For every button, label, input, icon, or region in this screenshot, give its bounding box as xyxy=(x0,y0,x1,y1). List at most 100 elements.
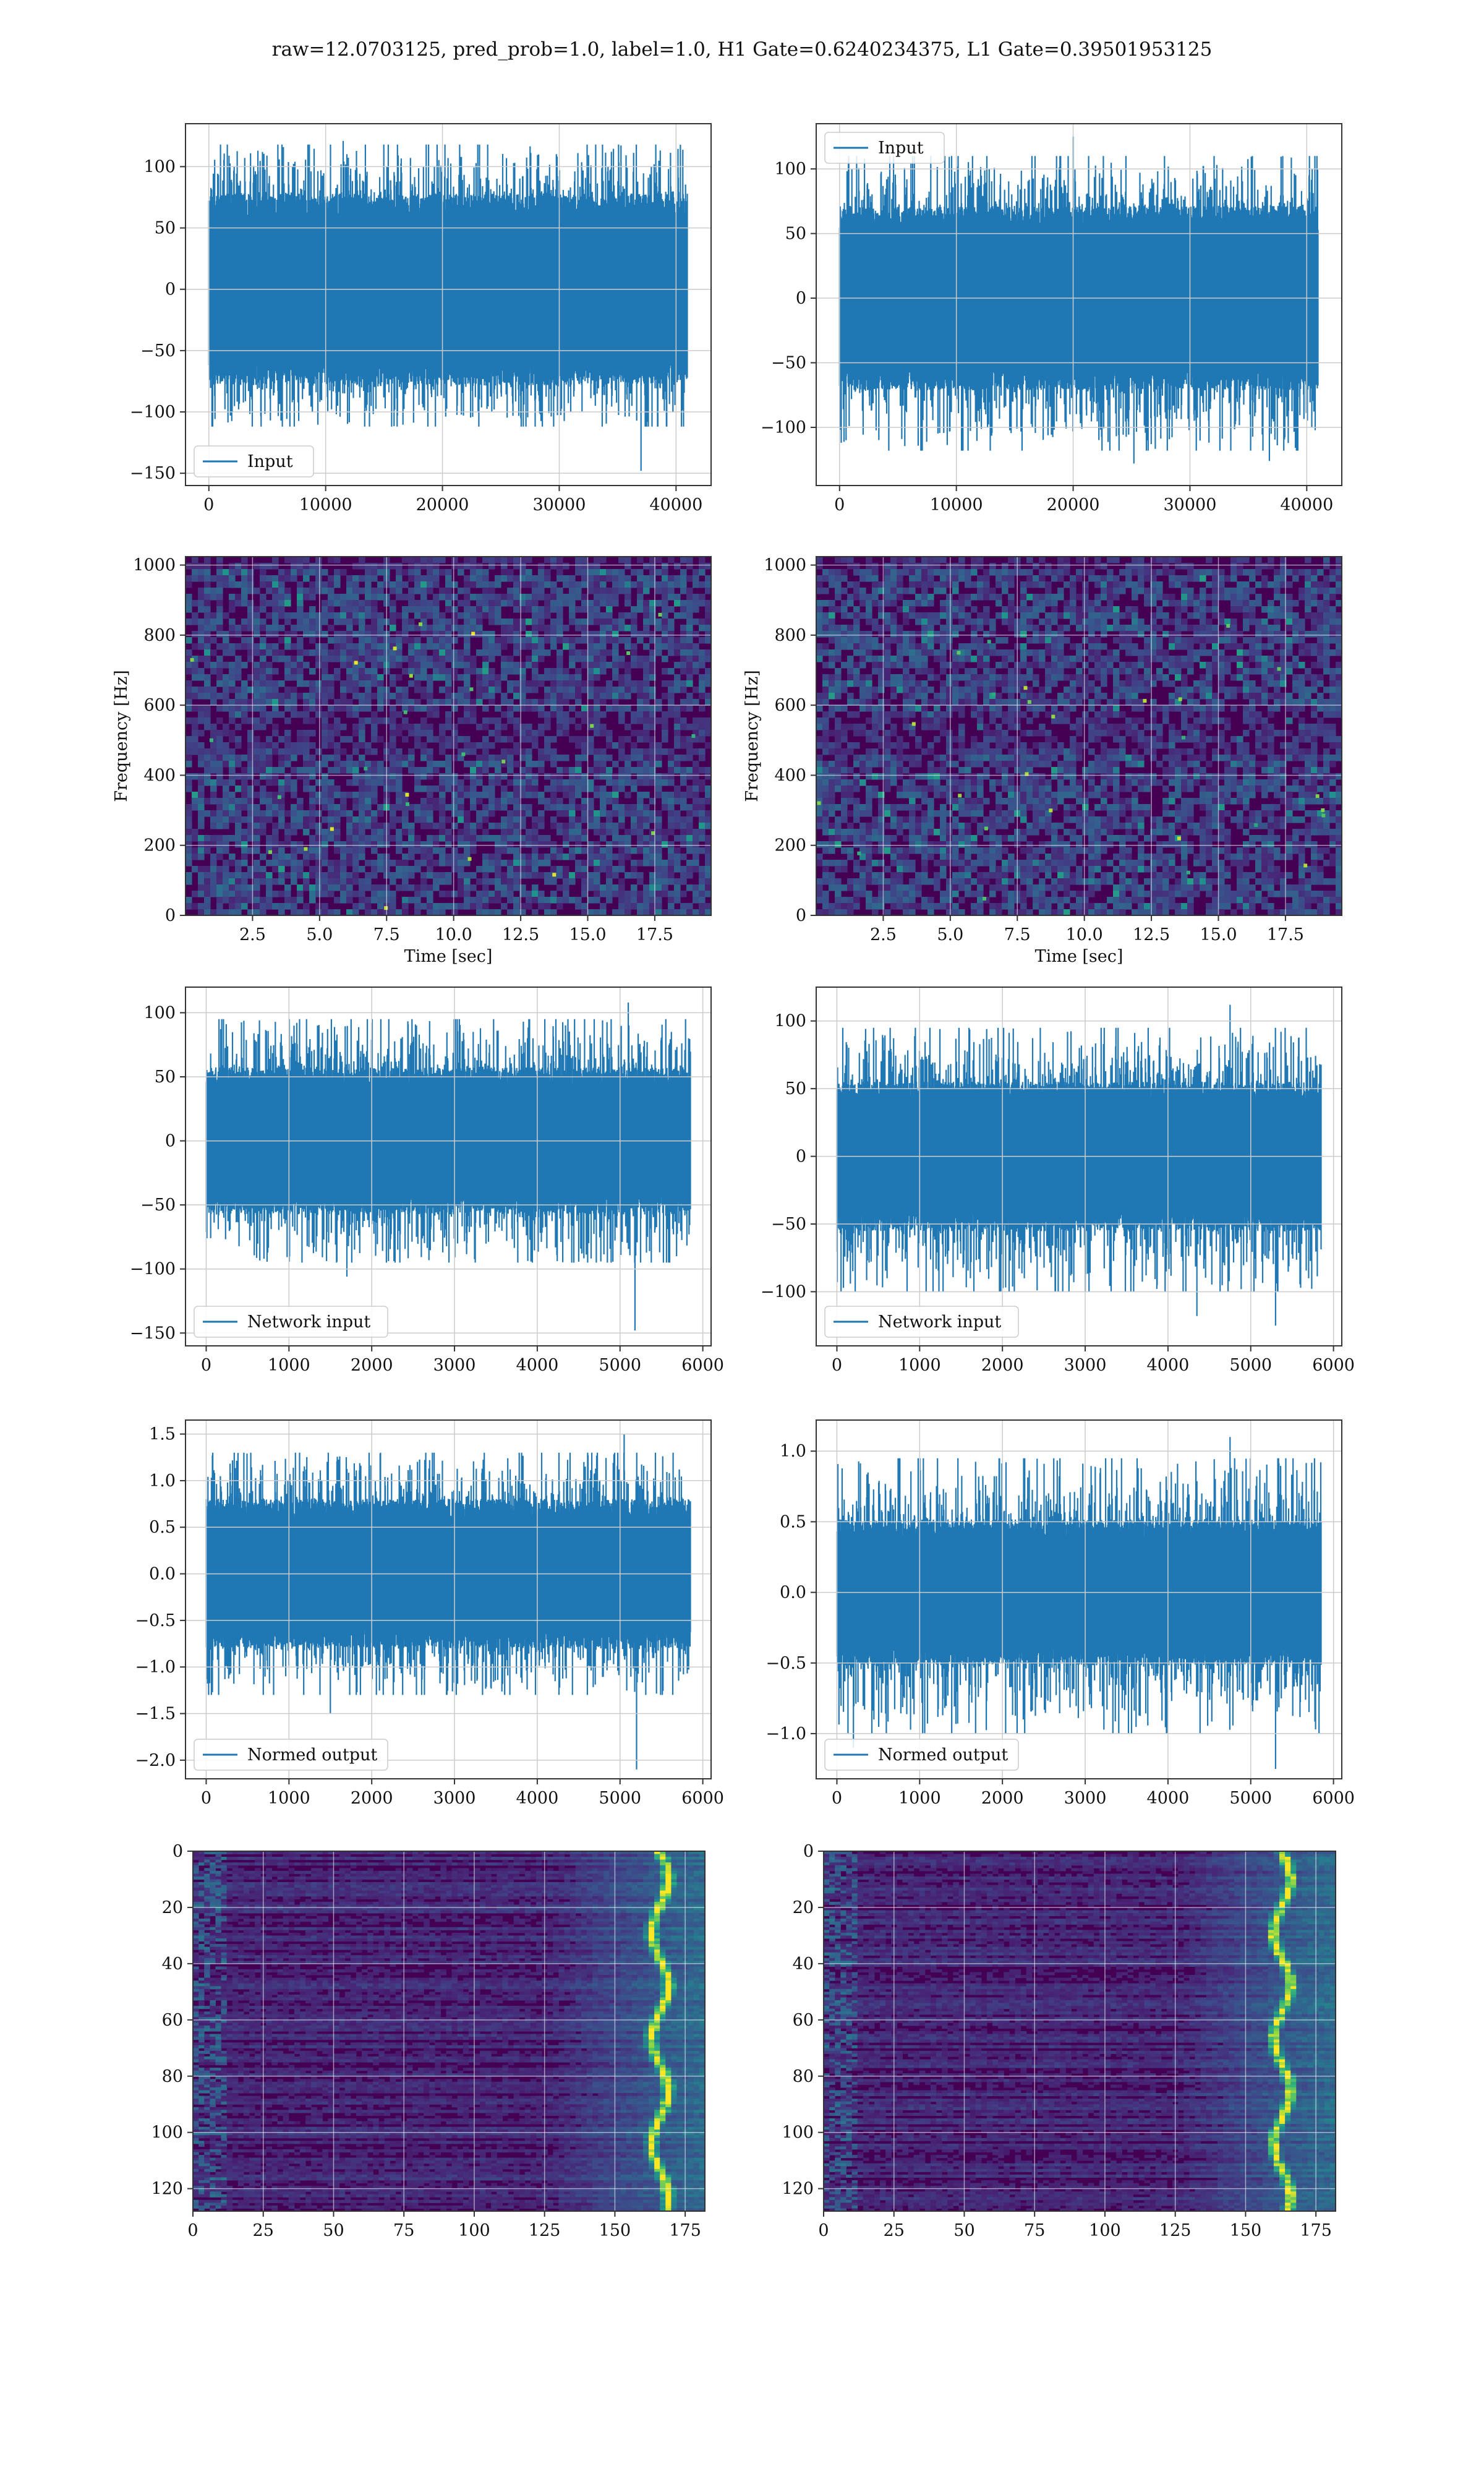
h1-spectrogram-cell xyxy=(408,643,415,650)
h1-spectrogram-cell xyxy=(569,680,576,687)
l1-spectrogram-cell xyxy=(989,699,996,706)
h1-spectrogram-cell xyxy=(587,588,594,594)
h1-spectrogram-cell xyxy=(371,643,378,650)
h1-spectrogram-cell xyxy=(309,785,316,792)
h1-spectrogram-cell xyxy=(538,724,545,730)
l1-spectrogram-cell xyxy=(878,643,885,650)
h1-spectrogram-cell xyxy=(649,674,656,681)
h1-spectrogram-cell xyxy=(612,687,619,693)
h1-spectrogram-cell xyxy=(427,761,433,768)
h1-spectrogram-cell xyxy=(575,860,582,867)
h1-spectrogram-cell xyxy=(482,693,489,700)
h1-spectrogram-cell xyxy=(538,798,545,805)
h1-spectrogram-cell xyxy=(247,804,254,811)
h1-spectrogram-cell xyxy=(501,643,508,650)
h1-spectrogram-cell xyxy=(464,575,471,582)
h1-spectrogram-cell xyxy=(315,581,322,588)
h1-spectrogram-cell xyxy=(284,674,291,681)
h1-spectrogram-cell xyxy=(396,816,403,823)
l1-spectrogram-cell xyxy=(878,897,885,904)
h1-spectrogram-cell xyxy=(544,773,551,780)
h1-spectrogram-cell xyxy=(600,748,607,755)
h1-spectrogram-cell xyxy=(241,792,248,798)
h1-spectrogram-cell xyxy=(223,662,229,669)
l1-spectrogram-cell xyxy=(1002,588,1009,594)
h1-spectrogram-cell xyxy=(284,748,291,755)
l1-spectrogram-cell xyxy=(835,835,842,842)
h1-spectrogram-cell xyxy=(643,903,650,910)
l1-spectrogram-cell xyxy=(971,773,978,780)
h1-spectrogram-cell xyxy=(526,810,532,817)
l1-spectrogram-cell xyxy=(847,897,854,904)
l1-spectrogram-cell xyxy=(983,705,990,712)
l1-spectrogram-cell xyxy=(1002,761,1009,768)
h1-spectrogram-cell xyxy=(309,854,316,860)
h1-spectrogram-cell xyxy=(420,618,427,625)
h1-spectrogram-cell xyxy=(291,711,297,718)
h1-spectrogram-cell xyxy=(606,823,613,829)
l1-spectrogram-cell xyxy=(890,823,897,829)
l1-spectrogram-cell xyxy=(952,631,959,638)
l1-spectrogram-cell xyxy=(952,860,959,867)
h1-spectrogram-cell xyxy=(427,699,433,706)
h1-spectrogram-cell xyxy=(488,730,495,737)
l1-spectrogram-cell xyxy=(1002,810,1009,817)
l1-spectrogram-cell xyxy=(927,631,934,638)
h1-spectrogram-cell xyxy=(309,612,316,619)
l1-spectrogram-cell xyxy=(903,711,910,718)
h1-spectrogram-cell xyxy=(278,748,285,755)
l1-spectrogram-cell xyxy=(915,903,922,910)
h1-spectrogram-cell xyxy=(408,854,415,860)
h1-spectrogram-cell xyxy=(297,618,304,625)
h1-spectrogram-cell xyxy=(192,748,198,755)
h1-spectrogram-cell xyxy=(322,755,328,761)
l1-spectrogram-cell xyxy=(946,730,953,737)
l1-spectrogram-cell xyxy=(822,909,829,916)
h1-spectrogram-cell xyxy=(600,575,607,582)
h1-spectrogram-cell xyxy=(322,687,328,693)
h1-spectrogram-cell xyxy=(618,755,625,761)
h1-spectrogram-cell xyxy=(705,606,712,613)
l1-spectrogram-cell xyxy=(965,693,971,700)
h1-spectrogram-cell xyxy=(445,643,452,650)
h1-spectrogram-cell xyxy=(359,854,365,860)
l1-spectrogram-cell xyxy=(934,649,940,656)
h1-spectrogram-cell xyxy=(328,798,335,805)
h1-spectrogram-cell xyxy=(495,761,501,768)
h1-spectrogram-cell xyxy=(272,705,279,712)
l1-spectrogram-cell xyxy=(816,625,823,631)
h1-spectrogram-cell xyxy=(223,693,229,700)
l1-spectrogram-cell xyxy=(946,618,953,625)
h1-spectrogram-cell xyxy=(247,730,254,737)
l1-spectrogram-cell xyxy=(983,575,990,582)
h1-spectrogram-cell xyxy=(414,804,421,811)
l1-spectrogram-cell xyxy=(989,631,996,638)
l1-spectrogram-cell xyxy=(934,693,940,700)
h1-spectrogram-cell xyxy=(359,773,365,780)
l1-spectrogram-cell xyxy=(866,656,872,662)
h1-spectrogram-cell xyxy=(662,711,668,718)
h1-spectrogram-cell xyxy=(334,557,341,563)
h1-spectrogram-cell xyxy=(198,618,205,625)
h1-spectrogram-cell xyxy=(674,866,681,873)
l1-spectrogram-cell xyxy=(890,588,897,594)
h1-spectrogram-cell xyxy=(674,594,681,601)
h1-spectrogram-cell xyxy=(563,767,569,774)
h1-spectrogram-cell xyxy=(637,773,644,780)
h1-spectrogram-cell xyxy=(247,761,254,768)
h1-spectrogram-cell xyxy=(699,755,706,761)
h1-spectrogram-cell xyxy=(303,662,310,669)
l1-spectrogram-cell xyxy=(816,798,823,805)
h1-spectrogram-cell xyxy=(618,742,625,749)
h1-spectrogram-cell xyxy=(513,600,520,607)
h1-spectrogram-cell xyxy=(297,606,304,613)
l1-spectrogram-cell xyxy=(829,575,835,582)
h1-spectrogram-cell xyxy=(266,600,273,607)
h1-spectrogram-cell xyxy=(618,884,625,891)
h1-spectrogram-cell xyxy=(352,693,359,700)
l1-spectrogram-cell xyxy=(897,761,903,768)
l1-spectrogram-cell xyxy=(977,884,984,891)
h1-spectrogram-cell xyxy=(631,711,638,718)
l1-spectrogram-cell xyxy=(983,835,990,842)
l1-spectrogram-cell xyxy=(903,823,910,829)
